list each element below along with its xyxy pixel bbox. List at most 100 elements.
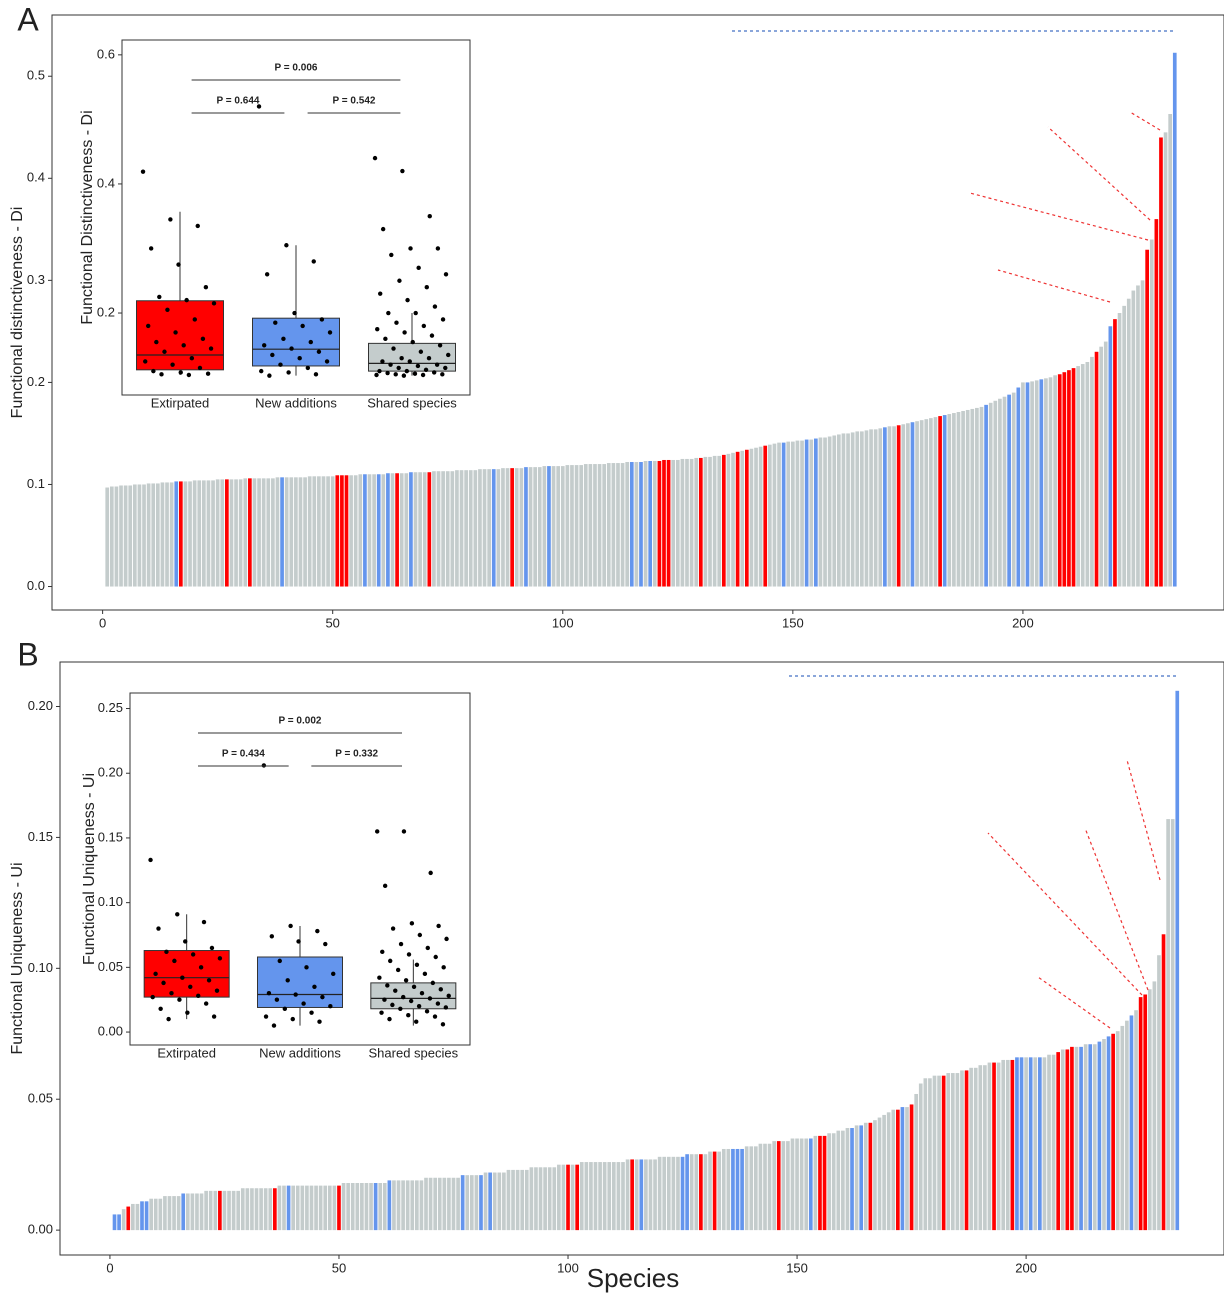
- data-point: [267, 991, 271, 995]
- data-point: [162, 350, 166, 354]
- bar: [1070, 1047, 1074, 1230]
- bar: [529, 467, 533, 586]
- bar: [1145, 250, 1149, 587]
- bar: [1168, 114, 1172, 587]
- bar: [974, 1068, 978, 1230]
- bar: [1098, 1042, 1102, 1231]
- bar: [202, 480, 206, 586]
- bar: [488, 1173, 492, 1231]
- bar: [388, 1180, 392, 1230]
- bar: [138, 484, 142, 586]
- bar: [1150, 240, 1154, 587]
- bar: [333, 1186, 337, 1231]
- data-point: [204, 1001, 208, 1005]
- bar: [303, 477, 307, 586]
- bar: [147, 483, 151, 586]
- data-point: [420, 991, 424, 995]
- bar: [156, 483, 160, 586]
- bar: [1007, 395, 1011, 587]
- bar: [461, 1175, 465, 1230]
- bar: [713, 456, 717, 587]
- bar: [809, 1138, 813, 1230]
- bar: [1056, 1052, 1060, 1230]
- bar: [621, 1162, 625, 1230]
- bar: [965, 1070, 969, 1230]
- bar: [378, 1183, 382, 1230]
- bar: [460, 470, 464, 586]
- bar: [731, 1149, 735, 1230]
- y-tick-label: 0.05: [28, 1091, 53, 1106]
- bar: [1090, 357, 1094, 587]
- bar: [658, 1157, 662, 1230]
- bar: [1015, 1057, 1019, 1230]
- bar: [1166, 819, 1170, 1230]
- bar: [241, 1188, 245, 1230]
- bar: [1107, 1036, 1111, 1230]
- bar: [547, 466, 551, 586]
- data-point: [412, 985, 416, 989]
- data-point: [441, 965, 445, 969]
- data-point: [207, 978, 211, 982]
- bar: [570, 465, 574, 586]
- data-point: [173, 330, 177, 334]
- bar: [110, 487, 114, 587]
- data-point: [143, 359, 147, 363]
- data-point: [153, 972, 157, 976]
- bar: [671, 460, 675, 587]
- bar: [250, 1188, 254, 1230]
- bar: [207, 480, 211, 586]
- box: [258, 957, 343, 1007]
- bar: [1038, 1057, 1042, 1230]
- bar: [653, 461, 657, 587]
- data-point: [264, 1014, 268, 1018]
- bar: [800, 441, 804, 587]
- x-tick-label: 0: [106, 1260, 113, 1275]
- bar: [594, 1162, 598, 1230]
- data-point: [388, 959, 392, 963]
- bar: [358, 474, 362, 586]
- bar: [401, 1180, 405, 1230]
- bar: [837, 434, 841, 586]
- data-point: [388, 362, 392, 366]
- bar: [855, 1125, 859, 1230]
- bar: [1021, 382, 1025, 586]
- bar: [1062, 372, 1066, 586]
- data-point: [390, 1003, 394, 1007]
- bar: [708, 1152, 712, 1231]
- bar: [310, 1186, 314, 1231]
- bar: [653, 1159, 657, 1230]
- data-point: [165, 308, 169, 312]
- bar: [1120, 1026, 1124, 1230]
- bar: [561, 466, 565, 586]
- bar: [607, 463, 611, 586]
- bar: [414, 472, 418, 586]
- x-tick-label: 0: [99, 615, 106, 630]
- bar: [722, 1149, 726, 1230]
- bar: [681, 459, 685, 587]
- bar: [455, 470, 459, 586]
- data-point: [433, 1014, 437, 1018]
- bar: [580, 1162, 584, 1230]
- bar: [920, 420, 924, 586]
- bar: [223, 1191, 227, 1230]
- bar: [383, 1183, 387, 1230]
- data-point: [406, 1013, 410, 1017]
- data-point: [331, 972, 335, 976]
- bar: [314, 1186, 318, 1231]
- data-point: [293, 992, 297, 996]
- bar: [593, 464, 597, 586]
- data-point: [391, 926, 395, 930]
- bar: [335, 475, 339, 586]
- bar: [285, 477, 289, 586]
- bar: [635, 1159, 639, 1230]
- bar: [479, 1175, 483, 1230]
- bar: [635, 462, 639, 587]
- bar: [997, 1063, 1001, 1231]
- data-point: [281, 337, 285, 341]
- category-label: Extirpated: [157, 1045, 216, 1060]
- data-point: [431, 981, 435, 985]
- bar: [386, 473, 390, 586]
- bar: [952, 413, 956, 586]
- data-point: [301, 1001, 305, 1005]
- bar: [1095, 352, 1099, 587]
